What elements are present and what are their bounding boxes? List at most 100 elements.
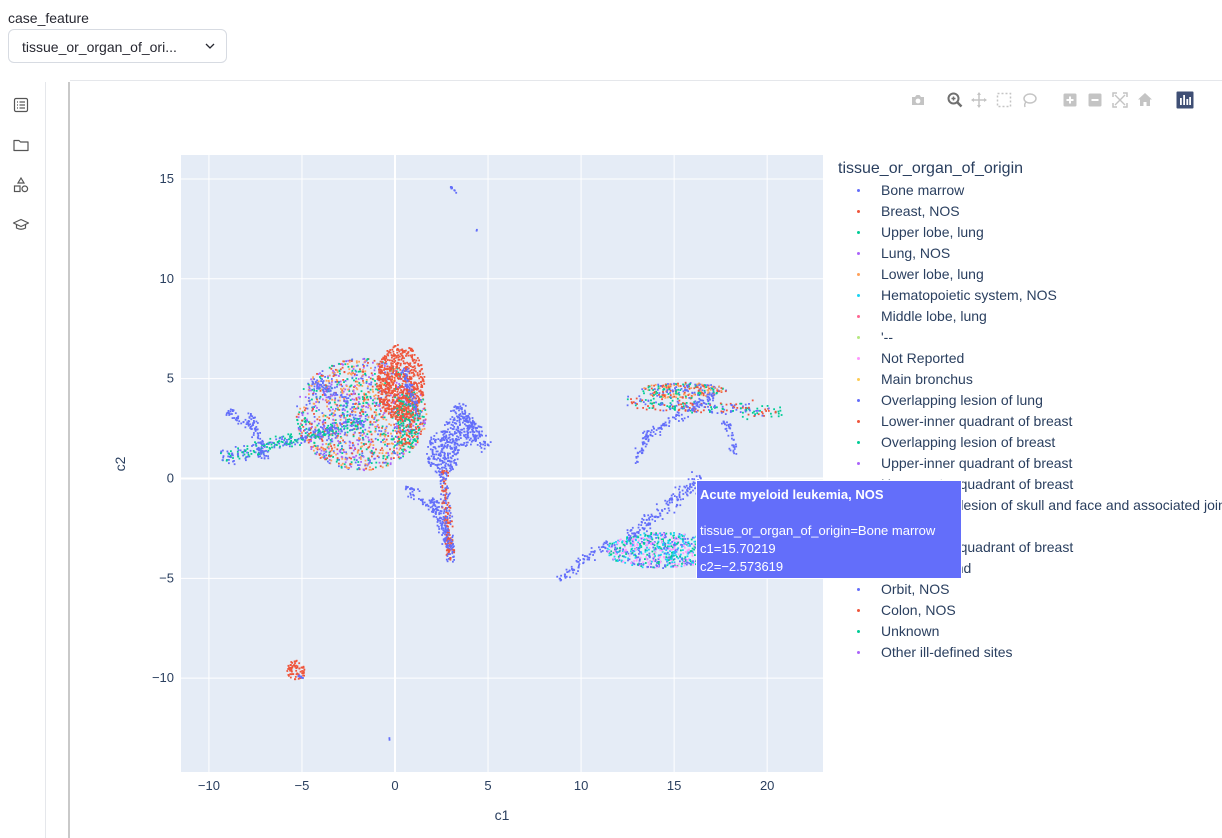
data-point[interactable] [388, 377, 391, 379]
data-point[interactable] [396, 388, 398, 390]
data-point[interactable] [440, 437, 443, 440]
data-point[interactable] [447, 530, 450, 532]
data-point[interactable] [668, 387, 671, 390]
data-point[interactable] [378, 387, 380, 389]
data-point[interactable] [326, 457, 329, 460]
data-point[interactable] [257, 434, 260, 437]
data-point[interactable] [439, 471, 442, 473]
data-point[interactable] [673, 416, 676, 419]
data-point[interactable] [342, 448, 345, 451]
data-point[interactable] [251, 415, 254, 418]
data-point[interactable] [382, 399, 385, 401]
data-point[interactable] [398, 439, 400, 441]
data-point[interactable] [683, 385, 685, 388]
data-point[interactable] [368, 439, 370, 441]
data-point[interactable] [444, 507, 447, 510]
data-point[interactable] [654, 555, 656, 557]
data-point[interactable] [234, 446, 237, 448]
data-point[interactable] [383, 401, 385, 403]
data-point[interactable] [289, 437, 292, 440]
data-point[interactable] [394, 444, 396, 447]
data-point[interactable] [395, 444, 398, 446]
data-point[interactable] [642, 541, 645, 544]
data-point[interactable] [391, 442, 393, 445]
data-point[interactable] [671, 555, 674, 558]
data-point[interactable] [405, 411, 408, 414]
data-point[interactable] [481, 434, 483, 437]
data-point[interactable] [244, 418, 247, 421]
data-point[interactable] [401, 355, 404, 357]
data-point[interactable] [410, 423, 413, 425]
data-point[interactable] [398, 448, 401, 451]
data-point[interactable] [409, 405, 412, 407]
data-point[interactable] [346, 414, 348, 417]
data-point[interactable] [684, 402, 686, 405]
data-point[interactable] [375, 402, 378, 405]
data-point[interactable] [413, 406, 416, 409]
data-point[interactable] [671, 543, 673, 546]
data-point[interactable] [693, 387, 696, 390]
data-point[interactable] [454, 431, 456, 433]
data-point[interactable] [361, 385, 364, 387]
data-point[interactable] [420, 430, 422, 433]
data-point[interactable] [449, 439, 452, 441]
data-point[interactable] [338, 442, 341, 444]
data-point[interactable] [364, 459, 367, 462]
data-point[interactable] [418, 415, 421, 418]
data-point[interactable] [433, 502, 435, 505]
data-point[interactable] [333, 432, 336, 435]
data-point[interactable] [338, 404, 341, 407]
data-point[interactable] [363, 365, 365, 367]
data-point[interactable] [437, 438, 440, 440]
data-point[interactable] [364, 435, 367, 438]
data-point[interactable] [430, 463, 432, 466]
data-point[interactable] [664, 421, 667, 424]
data-point[interactable] [388, 378, 390, 380]
data-point[interactable] [411, 348, 414, 351]
data-point[interactable] [389, 462, 392, 465]
data-point[interactable] [447, 536, 450, 539]
data-point[interactable] [359, 446, 362, 448]
data-point[interactable] [402, 422, 405, 425]
data-point[interactable] [402, 360, 405, 363]
data-point[interactable] [392, 370, 395, 372]
data-point[interactable] [444, 524, 447, 527]
data-point[interactable] [394, 452, 397, 455]
data-point[interactable] [350, 393, 353, 395]
data-point[interactable] [391, 416, 394, 419]
data-point[interactable] [387, 412, 390, 415]
data-point[interactable] [669, 408, 672, 411]
data-point[interactable] [367, 446, 370, 449]
data-point[interactable] [398, 457, 401, 460]
data-point[interactable] [685, 404, 688, 407]
data-point[interactable] [263, 457, 266, 460]
data-point[interactable] [238, 457, 241, 460]
data-point[interactable] [664, 383, 667, 386]
data-point[interactable] [449, 460, 452, 463]
data-point[interactable] [673, 561, 676, 564]
data-point[interactable] [650, 543, 652, 546]
data-point[interactable] [735, 403, 738, 406]
data-point[interactable] [447, 463, 449, 466]
data-point[interactable] [417, 412, 420, 415]
data-point[interactable] [318, 409, 320, 411]
data-point[interactable] [256, 436, 259, 439]
data-point[interactable] [362, 432, 365, 435]
data-point[interactable] [681, 418, 683, 420]
data-point[interactable] [304, 432, 307, 434]
data-point[interactable] [720, 410, 723, 413]
data-point[interactable] [693, 410, 696, 413]
data-point[interactable] [440, 473, 443, 475]
data-point[interactable] [260, 443, 263, 445]
data-point[interactable] [331, 381, 333, 383]
data-point[interactable] [344, 363, 347, 366]
data-point[interactable] [329, 385, 332, 388]
data-point[interactable] [450, 540, 453, 543]
data-point[interactable] [352, 433, 355, 436]
data-point[interactable] [339, 442, 342, 444]
data-point[interactable] [440, 524, 443, 527]
data-point[interactable] [338, 370, 341, 373]
data-point[interactable] [323, 392, 325, 395]
data-point[interactable] [439, 480, 442, 483]
data-point[interactable] [377, 395, 380, 397]
